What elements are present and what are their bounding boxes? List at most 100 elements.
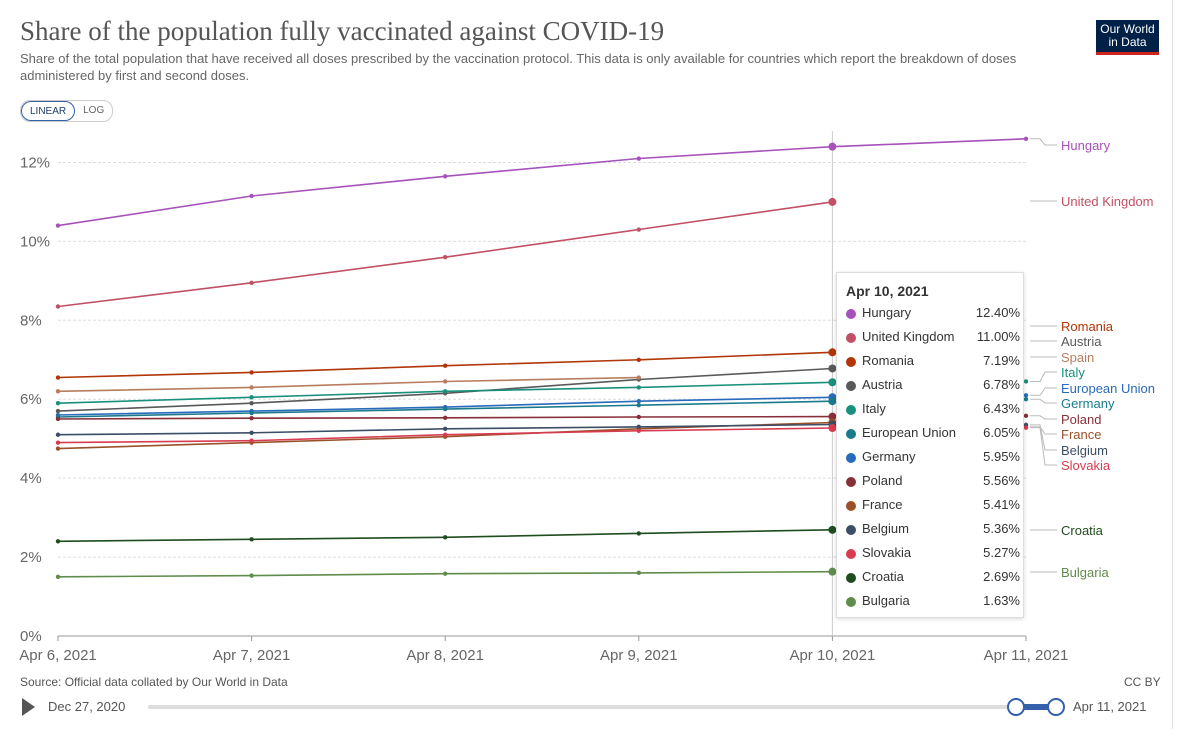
tooltip-row: Italy 6.43% (837, 399, 1025, 423)
legend-dot-icon (846, 357, 856, 367)
line-chart[interactable]: 0% 2% 4% 6% 8% 10% 12% Apr 6, 2021 Apr 7, 2021 Ap… (0, 0, 1191, 670)
tooltip-value: 5.56% (983, 473, 1020, 488)
data-point (443, 571, 448, 576)
y-tick-label: 8% (20, 312, 42, 329)
data-point (443, 174, 448, 179)
legend-dot-icon (846, 381, 856, 391)
series-label: Germany (1061, 396, 1115, 411)
legend-dot-icon (846, 525, 856, 535)
data-point (249, 280, 254, 286)
logo-line-2: in Data (1108, 35, 1147, 49)
x-tick-label: Apr 10, 2021 (789, 647, 875, 664)
timeline-start-handle[interactable] (1007, 698, 1025, 716)
data-point (55, 574, 61, 580)
tooltip-value: 6.05% (983, 425, 1020, 440)
legend-dot-icon (846, 309, 856, 319)
leader-line (1030, 138, 1057, 146)
source-note[interactable]: Source: Official data collated by Our Wo… (20, 675, 288, 689)
legend-dot-icon (846, 573, 856, 583)
tooltip-row: Romania 7.19% (837, 351, 1025, 375)
legend-dot-icon (846, 429, 856, 439)
data-point (249, 430, 254, 435)
data-point (828, 378, 837, 387)
tooltip: Apr 10, 2021 Hungary 12.40% United Kingdom… (836, 272, 1024, 618)
play-icon[interactable] (22, 698, 35, 716)
tooltip-row: France 5.41% (837, 495, 1025, 519)
data-point (249, 395, 254, 400)
tooltip-country: Bulgaria (862, 593, 910, 608)
tooltip-country: European Union (862, 425, 956, 440)
data-point (636, 424, 641, 430)
series-croatia (55, 525, 837, 544)
tooltip-value: 5.36% (983, 521, 1020, 536)
series-label: Spain (1061, 350, 1094, 365)
legend-dot-icon (846, 453, 856, 463)
x-tick-label: Apr 7, 2021 (213, 647, 291, 664)
timeline-track[interactable] (148, 705, 1054, 709)
owid-logo[interactable]: Our World in Data (1096, 20, 1159, 55)
tooltip-row: Poland 5.56% (837, 471, 1025, 495)
series-label: United Kingdom (1061, 194, 1154, 209)
series-line (57, 138, 1027, 227)
data-point (636, 227, 641, 232)
data-point (828, 364, 837, 373)
legend-dot-icon (846, 597, 856, 607)
data-point (636, 414, 641, 420)
data-point (55, 304, 61, 309)
data-point (443, 363, 448, 368)
series-label: Poland (1061, 412, 1101, 427)
legend-dot-icon (846, 549, 856, 559)
tooltip-row: Slovakia 5.27% (837, 543, 1025, 567)
leader-line (1030, 387, 1057, 396)
legend-dot-icon (846, 405, 856, 415)
chart-title: Share of the population fully vaccinated… (20, 16, 665, 46)
license-link[interactable]: CC BY (1124, 675, 1161, 689)
data-point (1023, 393, 1029, 398)
timeline-end-handle[interactable] (1047, 698, 1065, 716)
tooltip-row: Bulgaria 1.63% (837, 591, 1025, 615)
legend-dot-icon (846, 501, 856, 511)
data-point (249, 438, 254, 443)
tooltip-row: United Kingdom 11.00% (837, 327, 1025, 351)
data-point (55, 416, 61, 422)
tooltip-row: Belgium 5.36% (837, 519, 1025, 543)
data-point (828, 397, 837, 406)
x-tick-label: Apr 8, 2021 (406, 647, 484, 664)
y-tick-label: 4% (20, 470, 42, 487)
tooltip-country: Hungary (862, 305, 912, 320)
data-point (828, 197, 837, 206)
data-point (443, 389, 448, 394)
data-point (443, 426, 448, 432)
series-line (57, 201, 833, 308)
leader-line (1030, 415, 1057, 420)
y-tick-label: 2% (20, 549, 42, 566)
data-point (828, 348, 837, 357)
data-point (828, 525, 837, 534)
data-point (1023, 413, 1029, 419)
tooltip-country: Germany (862, 449, 916, 464)
data-point (55, 375, 61, 380)
series-line (57, 376, 639, 393)
leader-line (1030, 427, 1057, 466)
data-point (55, 408, 61, 414)
series-label: Hungary (1061, 138, 1111, 153)
leader-line (1030, 371, 1057, 382)
tooltip-title: Apr 10, 2021 (846, 283, 929, 299)
legend-dot-icon (846, 333, 856, 343)
x-tick-label: Apr 11, 2021 (984, 647, 1069, 664)
scale-toggle: LINEAR LOG (20, 100, 114, 122)
tooltip-row: Croatia 2.69% (837, 567, 1025, 591)
log-scale-button[interactable]: LOG (83, 105, 105, 116)
tooltip-value: 12.40% (975, 305, 1020, 320)
data-point (55, 389, 61, 394)
data-point (1023, 425, 1029, 430)
data-point (443, 406, 448, 412)
legend-dot-icon (846, 477, 856, 487)
data-point (443, 379, 448, 384)
data-point (55, 539, 61, 544)
tooltip-value: 6.43% (983, 401, 1020, 416)
leader-line (1030, 424, 1057, 451)
linear-scale-button[interactable]: LINEAR (21, 101, 76, 121)
series-label: Italy (1061, 365, 1085, 380)
